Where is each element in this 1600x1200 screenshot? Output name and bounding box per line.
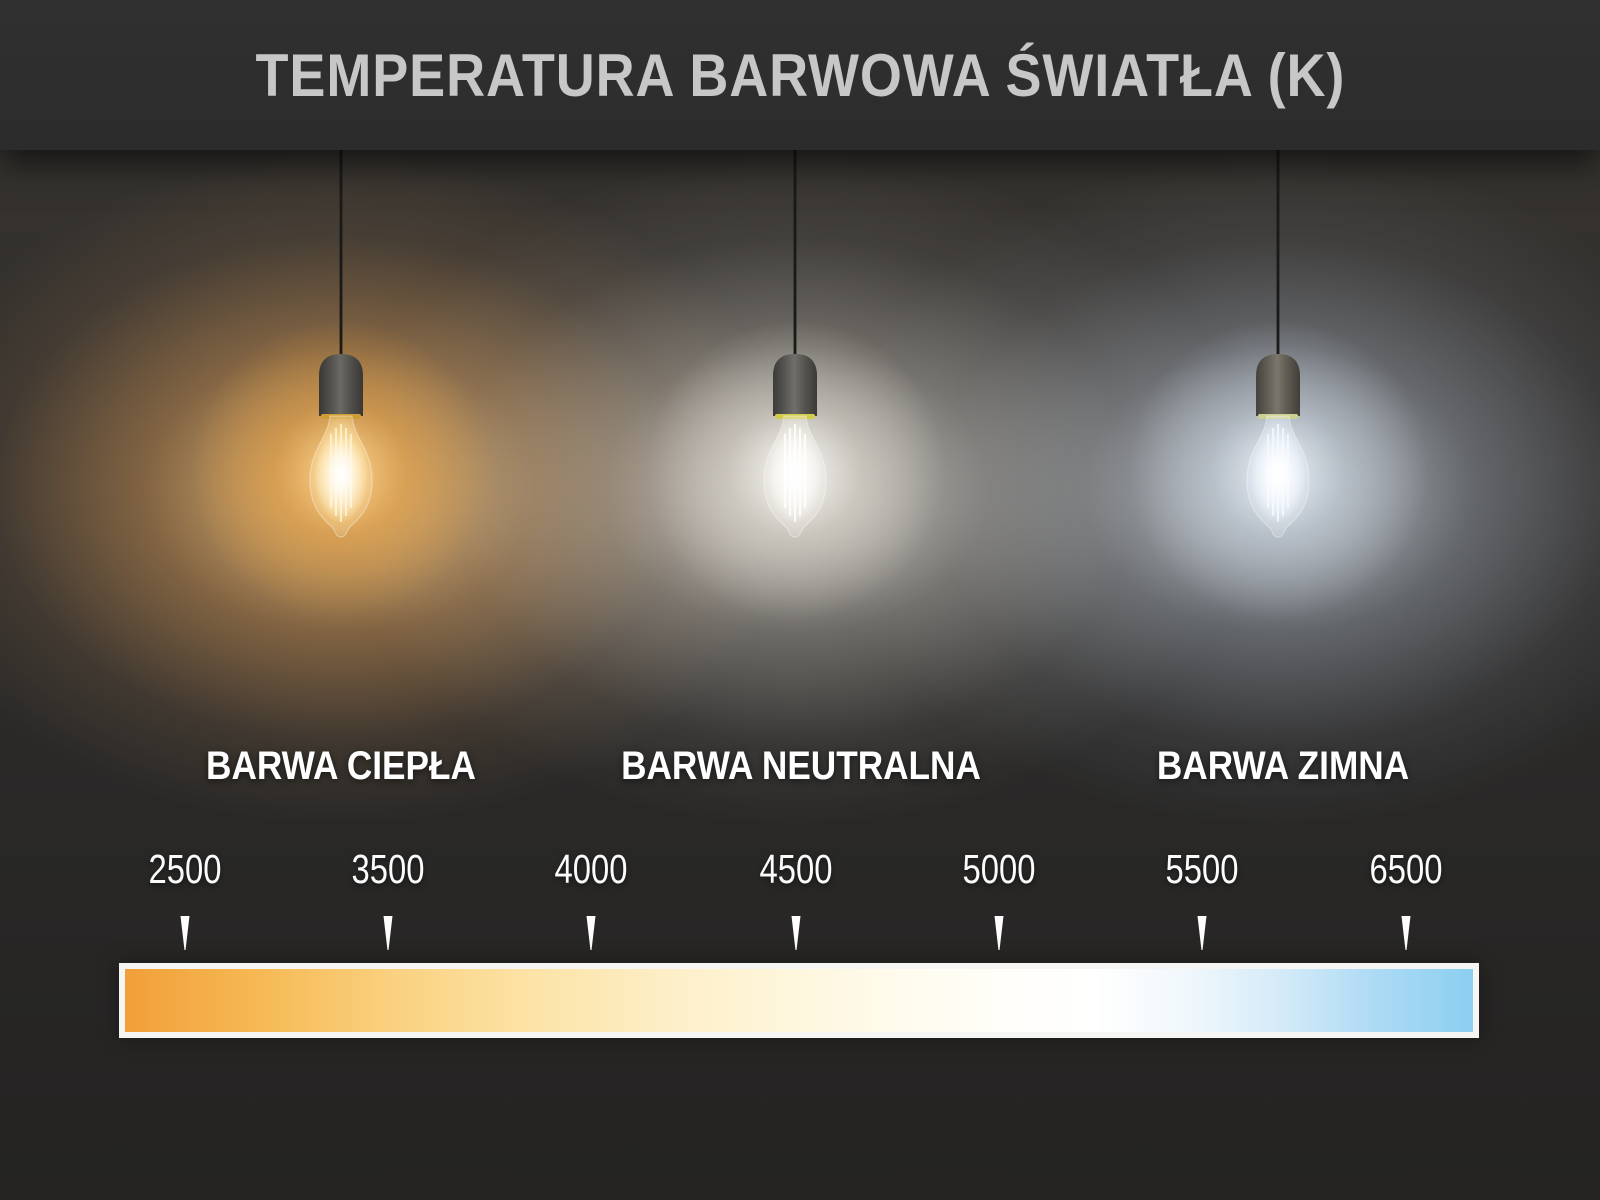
tick-marker-icon [180,916,190,950]
title-bar: TEMPERATURA BARWOWA ŚWIATŁA (K) [0,0,1600,150]
neutral-color-label: BARWA NEUTRALNA [621,744,981,788]
tick-value-5000: 5000 [962,846,1036,892]
temperature-gradient [125,969,1473,1032]
warm-color-label: BARWA CIEPŁA [206,744,476,788]
temperature-scale-bar [119,963,1479,1038]
tick-value-2500: 2500 [148,846,222,892]
tick-value-4500: 4500 [759,846,833,892]
tick-marker-icon [383,916,393,950]
tick-value-5500: 5500 [1165,846,1239,892]
tick-marker-icon [586,916,596,950]
tick-marker-icon [1197,916,1207,950]
cool-color-label: BARWA ZIMNA [1156,744,1410,788]
wall-background [0,150,1600,1200]
tick-value-4000: 4000 [554,846,628,892]
tick-value-3500: 3500 [351,846,425,892]
tick-marker-icon [791,916,801,950]
page-title: TEMPERATURA BARWOWA ŚWIATŁA (K) [255,41,1345,109]
tick-marker-icon [994,916,1004,950]
tick-value-6500: 6500 [1369,846,1443,892]
tick-marker-icon [1401,916,1411,950]
